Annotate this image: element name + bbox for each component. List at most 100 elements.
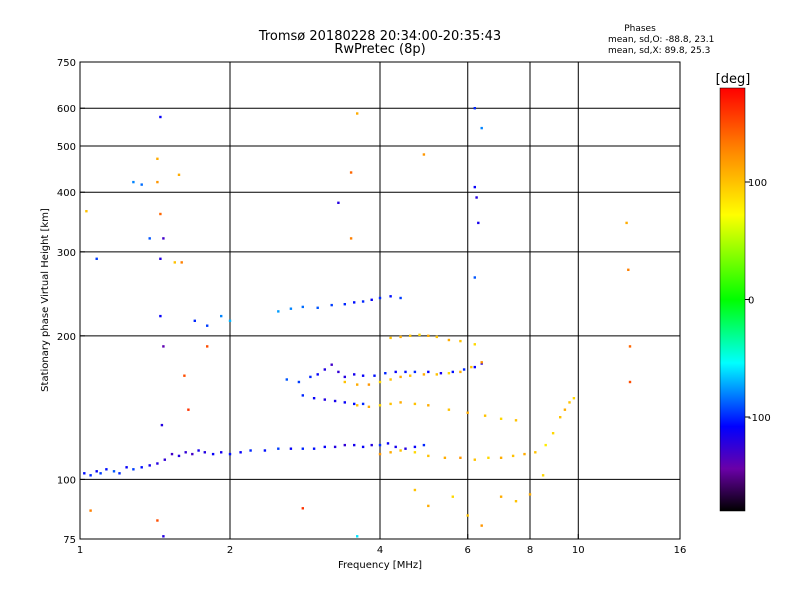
data-point bbox=[349, 171, 353, 174]
data-point bbox=[473, 276, 476, 279]
data-point bbox=[625, 221, 628, 225]
x-tick-label: 4 bbox=[377, 545, 383, 556]
data-point bbox=[544, 443, 547, 447]
x-tick-label: 1 bbox=[77, 545, 83, 556]
data-point bbox=[378, 443, 382, 447]
data-point bbox=[427, 454, 430, 458]
data-point bbox=[173, 261, 176, 264]
data-point bbox=[361, 374, 365, 377]
data-point bbox=[159, 212, 162, 216]
data-point bbox=[148, 464, 151, 467]
data-point bbox=[356, 112, 359, 115]
data-point bbox=[378, 452, 382, 456]
data-point bbox=[399, 449, 402, 452]
data-point bbox=[568, 401, 571, 404]
data-point bbox=[435, 373, 438, 376]
data-point bbox=[627, 268, 630, 271]
data-point bbox=[140, 466, 143, 469]
data-point bbox=[316, 306, 319, 309]
data-point bbox=[459, 370, 462, 374]
data-point bbox=[473, 365, 476, 369]
data-point bbox=[89, 509, 92, 512]
data-point bbox=[162, 345, 165, 348]
data-point bbox=[297, 380, 301, 384]
data-point bbox=[277, 447, 280, 450]
x-axis-label: Frequency [MHz] bbox=[338, 560, 422, 571]
y-tick-label: 100 bbox=[57, 475, 76, 486]
y-tick-label: 75 bbox=[63, 535, 76, 546]
data-point bbox=[563, 408, 567, 411]
data-point bbox=[156, 180, 159, 184]
data-point bbox=[418, 333, 421, 336]
data-point bbox=[447, 338, 451, 342]
data-point bbox=[475, 196, 478, 199]
colorbar-tick-label: 100 bbox=[748, 178, 767, 189]
data-point bbox=[499, 495, 503, 498]
data-point bbox=[211, 452, 215, 456]
data-point bbox=[367, 383, 371, 386]
data-point bbox=[427, 404, 430, 407]
x-tick-label: 16 bbox=[674, 545, 687, 556]
data-point bbox=[95, 470, 98, 473]
data-point bbox=[361, 300, 365, 303]
data-point bbox=[389, 295, 392, 298]
colorbar-label: [deg] bbox=[716, 72, 751, 87]
data-point bbox=[220, 314, 223, 318]
data-point bbox=[353, 301, 356, 304]
data-point bbox=[323, 445, 326, 449]
data-point bbox=[183, 374, 186, 377]
data-point bbox=[316, 373, 319, 376]
data-point bbox=[427, 334, 430, 337]
data-point bbox=[370, 443, 373, 447]
data-point bbox=[330, 303, 333, 307]
data-point bbox=[337, 201, 340, 204]
data-point bbox=[323, 398, 326, 401]
data-point bbox=[422, 153, 426, 156]
data-point bbox=[206, 345, 209, 348]
data-point bbox=[140, 183, 143, 186]
colorbar-tick-label: 0 bbox=[748, 296, 754, 307]
data-point bbox=[156, 157, 159, 160]
data-point bbox=[191, 452, 194, 456]
data-point bbox=[159, 314, 162, 318]
data-point bbox=[409, 374, 412, 377]
data-point bbox=[443, 456, 447, 459]
data-point bbox=[301, 394, 304, 397]
y-tick-label: 750 bbox=[57, 58, 76, 69]
x-tick-label: 8 bbox=[527, 545, 533, 556]
data-point bbox=[528, 493, 532, 496]
data-point bbox=[309, 375, 312, 379]
data-point bbox=[389, 378, 392, 381]
data-point bbox=[378, 380, 382, 384]
data-point bbox=[343, 401, 346, 404]
data-point bbox=[156, 519, 159, 522]
data-point bbox=[370, 298, 373, 301]
data-point bbox=[451, 495, 454, 498]
data-point bbox=[353, 443, 356, 447]
data-point bbox=[459, 339, 462, 343]
data-point bbox=[447, 408, 451, 411]
data-point bbox=[312, 397, 316, 400]
data-point bbox=[514, 419, 518, 422]
data-point bbox=[483, 414, 487, 417]
data-point bbox=[480, 361, 483, 364]
data-point bbox=[361, 445, 365, 449]
x-tick-label: 10 bbox=[572, 545, 585, 556]
data-point bbox=[312, 447, 316, 450]
data-point bbox=[551, 432, 555, 435]
data-point bbox=[206, 324, 209, 327]
data-points bbox=[83, 107, 632, 538]
data-point bbox=[427, 370, 430, 374]
data-point bbox=[156, 462, 159, 465]
data-point bbox=[559, 416, 562, 419]
data-point bbox=[289, 447, 293, 450]
data-point bbox=[459, 456, 462, 459]
data-point bbox=[132, 468, 135, 471]
data-point bbox=[228, 452, 232, 456]
data-point bbox=[534, 451, 537, 454]
data-point bbox=[399, 375, 402, 379]
data-point bbox=[394, 445, 397, 449]
data-point bbox=[477, 221, 480, 225]
data-point bbox=[220, 451, 223, 454]
data-point bbox=[285, 378, 288, 381]
